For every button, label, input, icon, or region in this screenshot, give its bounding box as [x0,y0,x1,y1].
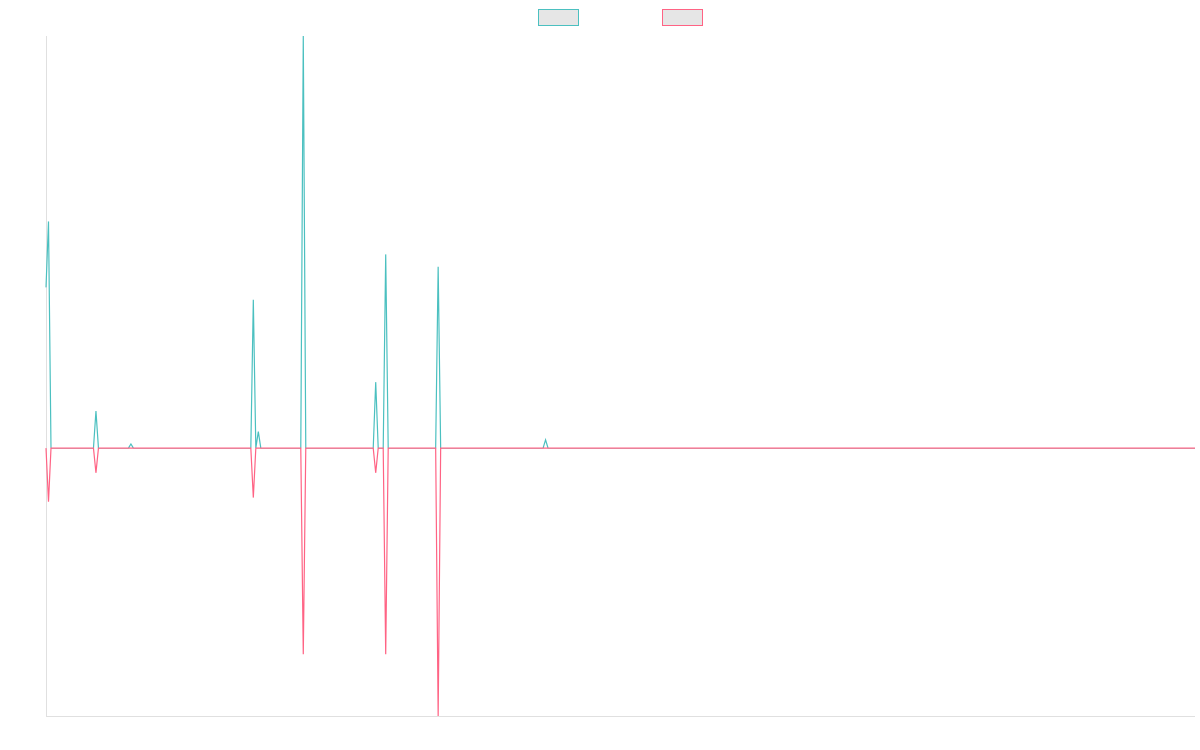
legend-swatch[interactable] [662,9,703,26]
data-line [45,447,1195,717]
data-line [45,35,1195,449]
legend-swatch[interactable] [538,9,579,26]
